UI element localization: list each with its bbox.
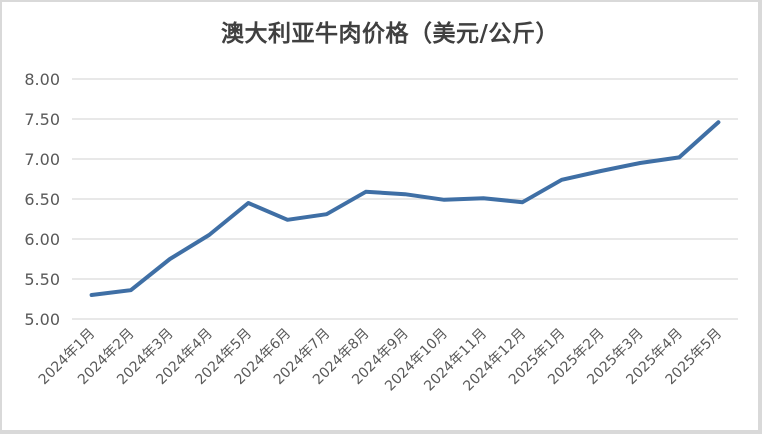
- y-tick-label: 6.50: [24, 190, 60, 209]
- y-tick-label: 5.00: [24, 310, 60, 329]
- y-tick-label: 5.50: [24, 270, 60, 289]
- y-tick-label: 7.50: [24, 110, 60, 129]
- gridlines: [72, 78, 738, 320]
- x-axis-labels: 2024年1月2024年2月2024年3月2024年4月2024年5月2024年…: [36, 326, 725, 395]
- chart-title: 澳大利亚牛肉价格（美元/公斤）: [221, 21, 559, 47]
- y-axis-labels: 5.00 5.50 6.00 6.50 7.00 7.50 8.00: [24, 70, 60, 329]
- y-tick-label: 8.00: [24, 70, 60, 89]
- price-line: [89, 120, 721, 297]
- y-tick-label: 7.00: [24, 150, 60, 169]
- chart-area: [2, 2, 758, 430]
- y-tick-label: 6.00: [24, 230, 60, 249]
